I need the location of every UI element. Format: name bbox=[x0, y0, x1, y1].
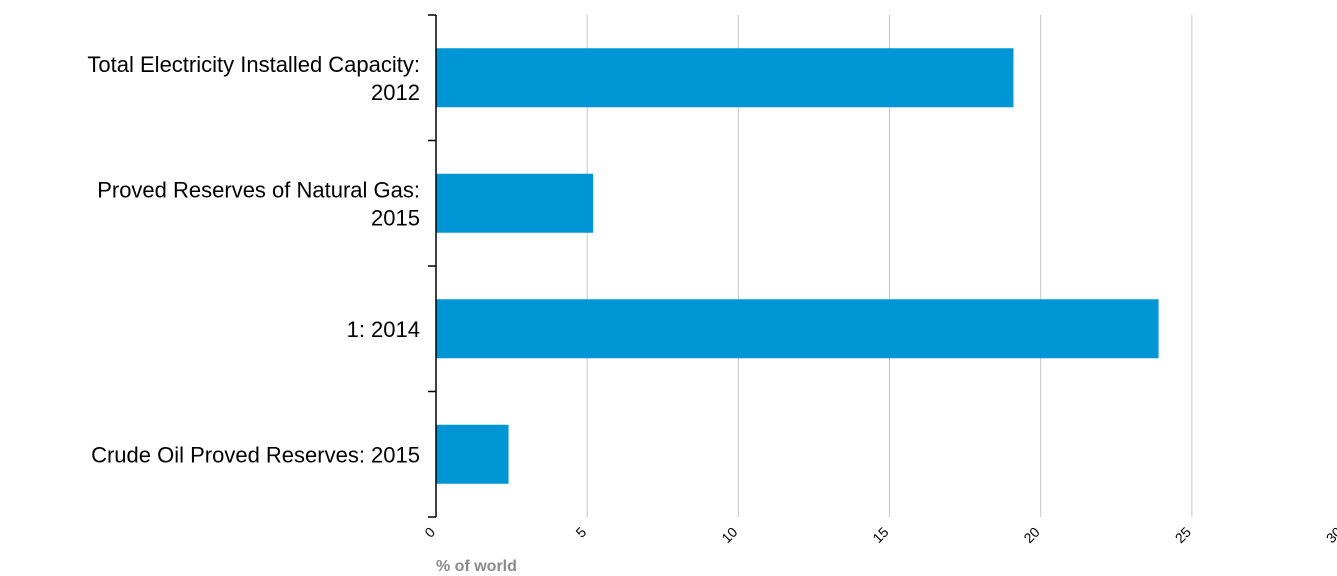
x-tick-labels: 0 5 10 15 20 25 30 bbox=[421, 524, 1337, 546]
bar bbox=[436, 299, 1159, 359]
x-tick-label: 15 bbox=[869, 524, 891, 546]
x-tick-label: 20 bbox=[1020, 524, 1042, 546]
bars bbox=[436, 48, 1159, 484]
category-label: 1: 2014 bbox=[347, 317, 420, 342]
x-axis-title: % of world bbox=[436, 558, 517, 575]
bar bbox=[436, 424, 509, 484]
bar bbox=[436, 48, 1014, 108]
x-tick-label: 25 bbox=[1172, 524, 1194, 546]
x-tick-label: 0 bbox=[421, 524, 438, 541]
x-tick-label: 30 bbox=[1323, 524, 1337, 546]
x-tick-label: 5 bbox=[572, 524, 589, 541]
category-label: Crude Oil Proved Reserves: 2015 bbox=[91, 442, 420, 467]
y-axis bbox=[428, 14, 437, 518]
bar bbox=[436, 173, 594, 233]
category-labels: Total Electricity Installed Capacity: 201… bbox=[87, 52, 420, 468]
category-label: Proved Reserves of Natural Gas: 2015 bbox=[97, 177, 420, 230]
x-tick-label: 10 bbox=[718, 524, 740, 546]
category-label: Total Electricity Installed Capacity: 201… bbox=[87, 52, 420, 105]
